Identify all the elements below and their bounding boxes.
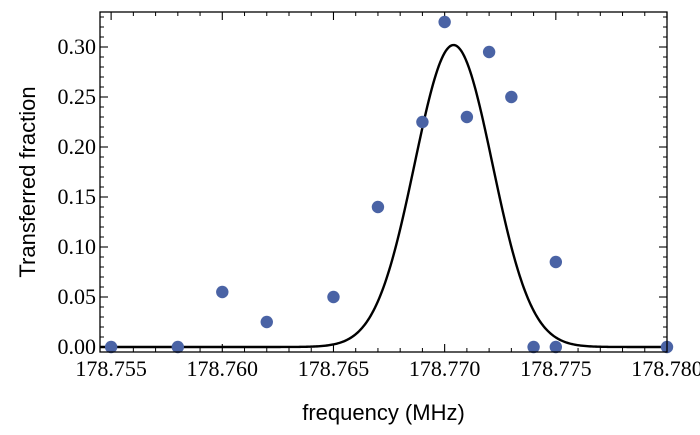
y-tick-label: 0.05 <box>58 284 97 309</box>
data-point <box>527 341 539 353</box>
y-tick-label: 0.10 <box>58 234 97 259</box>
data-point <box>261 316 273 328</box>
fit-curve <box>100 45 667 347</box>
y-tick-label: 0.20 <box>58 134 97 159</box>
data-point <box>505 91 517 103</box>
x-tick-label: 178.780 <box>631 356 700 381</box>
plot-frame <box>100 12 667 352</box>
y-tick-label: 0.15 <box>58 184 97 209</box>
data-point <box>483 46 495 58</box>
data-point <box>416 116 428 128</box>
x-axis-label: frequency (MHz) <box>302 400 465 425</box>
data-points-group <box>105 16 673 353</box>
x-tick-label: 178.755 <box>75 356 147 381</box>
y-tick-label: 0.25 <box>58 84 97 109</box>
data-point <box>372 201 384 213</box>
data-point <box>550 256 562 268</box>
ticks-group <box>100 12 667 352</box>
data-point <box>216 286 228 298</box>
data-point <box>438 16 450 28</box>
data-point <box>550 341 562 353</box>
x-tick-label: 178.760 <box>187 356 259 381</box>
x-tick-label: 178.765 <box>298 356 370 381</box>
x-tick-label: 178.775 <box>520 356 592 381</box>
data-point <box>172 341 184 353</box>
data-point <box>105 341 117 353</box>
y-tick-label: 0.00 <box>58 334 97 359</box>
fit-curve-group <box>100 45 667 347</box>
y-axis-label: Transferred fraction <box>15 86 40 277</box>
x-tick-label: 178.770 <box>409 356 481 381</box>
y-tick-label: 0.30 <box>58 34 97 59</box>
data-point <box>327 291 339 303</box>
data-point <box>461 111 473 123</box>
